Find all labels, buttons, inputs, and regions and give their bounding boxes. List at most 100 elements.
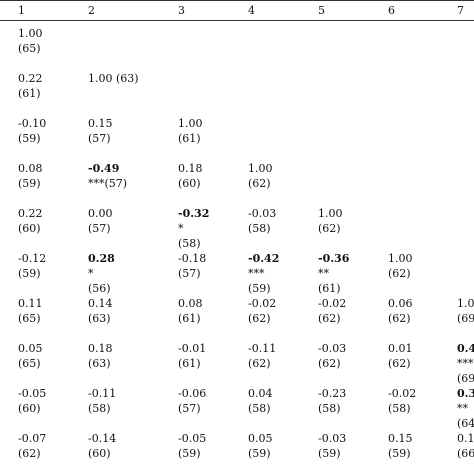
cell-value: -0.07 (18, 432, 47, 445)
table-cell: 0.11 (65) (18, 296, 43, 326)
table-cell: 1.00 (62) (318, 206, 343, 236)
cell-annotation: (57) (88, 222, 111, 235)
cell-value: 0.15 (88, 117, 113, 130)
table-cell: 0.05 (59) (248, 431, 273, 461)
cell-value: 1.00 (388, 252, 413, 265)
cell-annotation: (58) (388, 402, 411, 415)
cell-value: 0.11 (18, 297, 43, 310)
cell-value: -0.05 (178, 432, 207, 445)
table-cell: 0.3 ** (64 (457, 386, 474, 431)
cell-value: 0.22 (18, 72, 43, 85)
cell-annotation: (62) (248, 312, 271, 325)
cell-value: 0.14 (88, 297, 113, 310)
table-cell: -0.05 (59) (178, 431, 206, 461)
table-cell: -0.36 ** (61) (318, 251, 349, 296)
table-cell: -0.02 (62) (248, 296, 276, 326)
table-cell: 0.06 (62) (388, 296, 413, 326)
cell-value: 1.00 (18, 27, 43, 40)
cell-value: 0.15 (388, 432, 413, 445)
column-header-2: 2 (88, 4, 95, 17)
table-cell: -0.14 (60) (88, 431, 116, 461)
cell-annotation: (58) (248, 222, 271, 235)
table-cell: -0.06 (57) (178, 386, 206, 416)
cell-value: 1.00 (248, 162, 273, 175)
column-header-6: 6 (388, 4, 395, 17)
cell-annotation: (62) (18, 447, 41, 460)
cell-annotation: (59) (248, 282, 271, 295)
table-cell: -0.05 (60) (18, 386, 46, 416)
cell-value: -0.49 (88, 162, 120, 175)
cell-value: 0.1 (457, 432, 474, 445)
table-cell: -0.18 (57) (178, 251, 206, 281)
cell-value: 0.08 (18, 162, 43, 175)
column-header-1: 1 (18, 4, 25, 17)
table-cell: 0.18 (60) (178, 161, 203, 191)
cell-value: -0.05 (18, 387, 47, 400)
cell-annotation: (61) (18, 87, 41, 100)
cell-annotation: *** (248, 267, 265, 280)
table-cell: -0.03 (62) (318, 341, 346, 371)
cell-value: 0.05 (248, 432, 273, 445)
table-cell: 0.15 (57) (88, 116, 113, 146)
cell-annotation: (66 (457, 447, 474, 460)
cell-value: 0.05 (18, 342, 43, 355)
cell-value: 1.00 (318, 207, 343, 220)
table-cell: -0.03 (58) (248, 206, 276, 236)
cell-annotation: *** (457, 357, 474, 370)
cell-annotation: (62) (248, 357, 271, 370)
table-cell: -0.03 (59) (318, 431, 346, 461)
table-cell: 0.18 (63) (88, 341, 113, 371)
cell-value: -0.10 (18, 117, 47, 130)
table-cell: -0.02 (58) (388, 386, 416, 416)
cell-annotation: (59) (248, 447, 271, 460)
cell-value: 0.08 (178, 297, 203, 310)
cell-value: -0.14 (88, 432, 117, 445)
table-cell: 1.00 (62) (388, 251, 413, 281)
cell-value: -0.03 (318, 342, 347, 355)
cell-annotation: (62) (388, 267, 411, 280)
cell-value: 0.06 (388, 297, 413, 310)
cell-annotation: (61) (178, 357, 201, 370)
table-cell: 0.15 (59) (388, 431, 413, 461)
cell-annotation: (61) (178, 312, 201, 325)
table-cell: 0.28 * (56) (88, 251, 115, 296)
table-cell: -0.07 (62) (18, 431, 46, 461)
cell-value: -0.32 (178, 207, 210, 220)
cell-value: -0.11 (88, 387, 117, 400)
cell-value: 1.00 (63) (88, 72, 139, 85)
cell-value: 1.0 (457, 297, 474, 310)
cell-value: -0.18 (178, 252, 207, 265)
cell-value: 0.04 (248, 387, 273, 400)
cell-annotation: (59) (318, 447, 341, 460)
table-cell: -0.42 *** (59) (248, 251, 279, 296)
table-cell: 0.1 (66 (457, 431, 474, 461)
cell-annotation: (62) (318, 312, 341, 325)
column-header-7: 7 (457, 4, 464, 17)
cell-value: 0.18 (88, 342, 113, 355)
cell-value: -0.11 (248, 342, 277, 355)
cell-value: 1.00 (178, 117, 203, 130)
cell-value: -0.01 (178, 342, 207, 355)
table-cell: 1.00 (65) (18, 26, 43, 56)
cell-annotation: (59) (18, 177, 41, 190)
cell-annotation: (65) (18, 312, 41, 325)
table-cell: -0.01 (61) (178, 341, 206, 371)
cell-annotation: (58) (248, 402, 271, 415)
cell-value: 0.18 (178, 162, 203, 175)
column-header-4: 4 (248, 4, 255, 17)
table-cell: 0.08 (59) (18, 161, 43, 191)
header-rule (0, 20, 474, 21)
cell-annotation: (60) (18, 222, 41, 235)
cell-annotation: (59) (18, 132, 41, 145)
table-cell: 1.0 (69 (457, 296, 474, 326)
cell-annotation: (60) (88, 447, 111, 460)
cell-value: 0.4 (457, 342, 474, 355)
table-cell: -0.11 (62) (248, 341, 276, 371)
cell-annotation: (62) (388, 312, 411, 325)
cell-value: -0.42 (248, 252, 280, 265)
cell-value: 0.01 (388, 342, 413, 355)
cell-annotation: (65) (18, 357, 41, 370)
cell-annotation: ** (318, 267, 329, 280)
cell-annotation: * (88, 267, 94, 280)
cell-annotation: (62) (318, 357, 341, 370)
